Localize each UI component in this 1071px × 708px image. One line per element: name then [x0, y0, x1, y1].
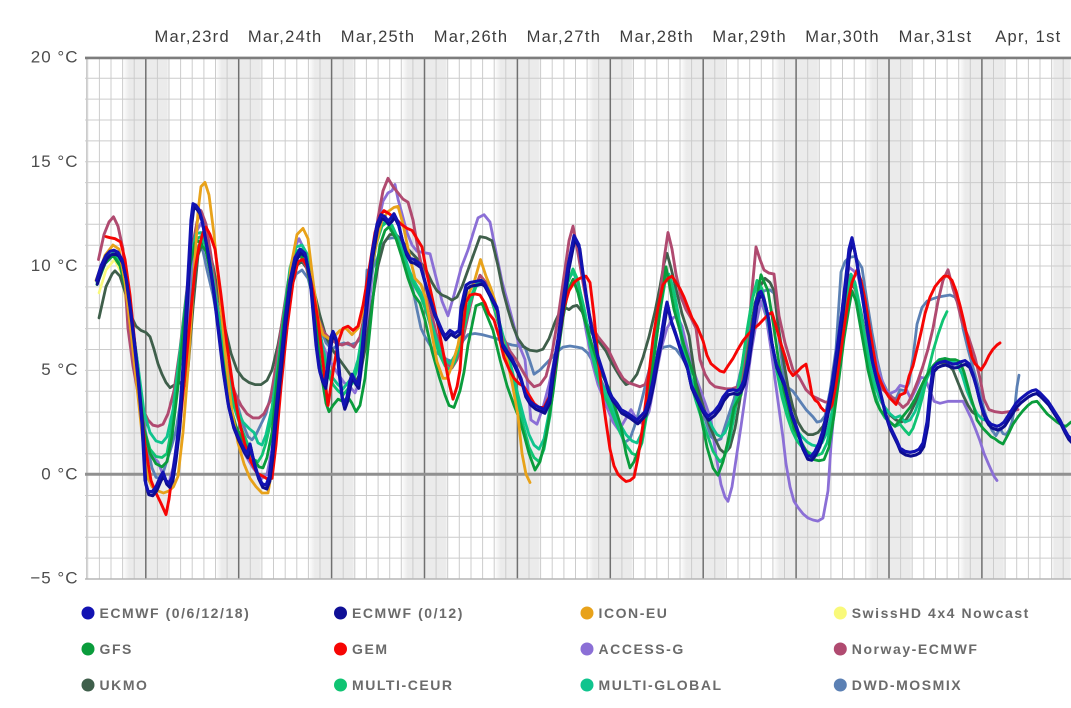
svg-text:0 °C: 0 °C	[41, 464, 78, 483]
svg-text:GEM: GEM	[352, 641, 389, 657]
svg-text:UKMO: UKMO	[100, 677, 149, 693]
svg-text:Mar,24th: Mar,24th	[248, 28, 323, 46]
svg-text:ACCESS-G: ACCESS-G	[599, 641, 685, 657]
svg-text:15 °C: 15 °C	[31, 152, 79, 171]
svg-text:Mar,25th: Mar,25th	[341, 28, 416, 46]
svg-text:Mar,31st: Mar,31st	[899, 28, 973, 46]
svg-text:SwissHD 4x4 Nowcast: SwissHD 4x4 Nowcast	[852, 605, 1030, 621]
svg-text:GFS: GFS	[100, 641, 133, 657]
svg-text:Apr, 1st: Apr, 1st	[995, 28, 1061, 46]
svg-text:MULTI-CEUR: MULTI-CEUR	[352, 677, 454, 693]
svg-text:Mar,30th: Mar,30th	[805, 28, 880, 46]
svg-text:Mar,26th: Mar,26th	[434, 28, 509, 46]
svg-text:5 °C: 5 °C	[41, 360, 78, 379]
svg-text:Mar,29th: Mar,29th	[712, 28, 787, 46]
svg-text:10 °C: 10 °C	[31, 256, 79, 275]
svg-text:ECMWF (0/12): ECMWF (0/12)	[352, 605, 464, 621]
svg-text:−5 °C: −5 °C	[30, 569, 78, 588]
svg-text:Mar,27th: Mar,27th	[527, 28, 602, 46]
svg-text:ECMWF (0/6/12/18): ECMWF (0/6/12/18)	[100, 605, 251, 621]
svg-text:20 °C: 20 °C	[31, 48, 79, 67]
svg-text:MULTI-GLOBAL: MULTI-GLOBAL	[599, 677, 723, 693]
svg-text:DWD-MOSMIX: DWD-MOSMIX	[852, 677, 962, 693]
svg-text:Mar,28th: Mar,28th	[619, 28, 694, 46]
svg-text:Norway-ECMWF: Norway-ECMWF	[852, 641, 979, 657]
svg-text:Mar,23rd: Mar,23rd	[154, 28, 230, 46]
svg-text:ICON-EU: ICON-EU	[599, 605, 669, 621]
